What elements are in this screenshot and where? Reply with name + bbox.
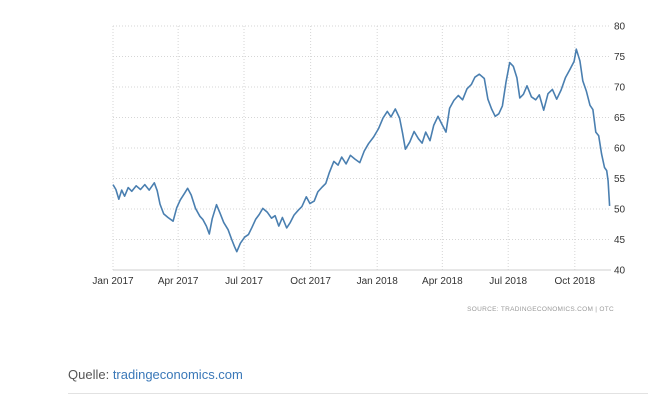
y-tick-label: 70: [614, 83, 626, 94]
x-tick-label: Oct 2017: [290, 276, 331, 287]
x-tick-label: Apr 2017: [158, 276, 199, 287]
x-tick-label: Jul 2018: [489, 276, 527, 287]
y-tick-label: 50: [614, 205, 626, 216]
y-tick-label: 65: [614, 113, 626, 124]
y-tick-label: 80: [614, 22, 626, 33]
y-axis: 40 45 50 55 60 65 70 75 80: [614, 22, 626, 277]
x-tick-label: Jan 2018: [357, 276, 399, 287]
source-caption: Quelle: tradingeconomics.com: [68, 367, 243, 382]
y-tick-label: 55: [614, 174, 626, 185]
series-line: [112, 48, 611, 253]
caption-divider: [68, 393, 648, 394]
y-tick-label: 75: [614, 52, 626, 63]
caption-prefix: Quelle:: [68, 367, 113, 382]
y-tick-label: 40: [614, 266, 626, 277]
x-tick-label: Apr 2018: [422, 276, 463, 287]
x-tick-label: Jul 2017: [225, 276, 263, 287]
source-note: SOURCE: TRADINGECONOMICS.COM | OTC: [467, 306, 614, 313]
source-link[interactable]: tradingeconomics.com: [112, 367, 243, 382]
chart-gridlines: [112, 25, 611, 271]
y-tick-label: 45: [614, 235, 626, 246]
x-tick-label: Jan 2017: [92, 276, 134, 287]
x-tick-label: Oct 2018: [555, 276, 596, 287]
x-axis: Jan 2017 Apr 2017 Jul 2017 Oct 2017 Jan 2018…: [92, 276, 595, 287]
y-tick-label: 60: [614, 144, 626, 155]
